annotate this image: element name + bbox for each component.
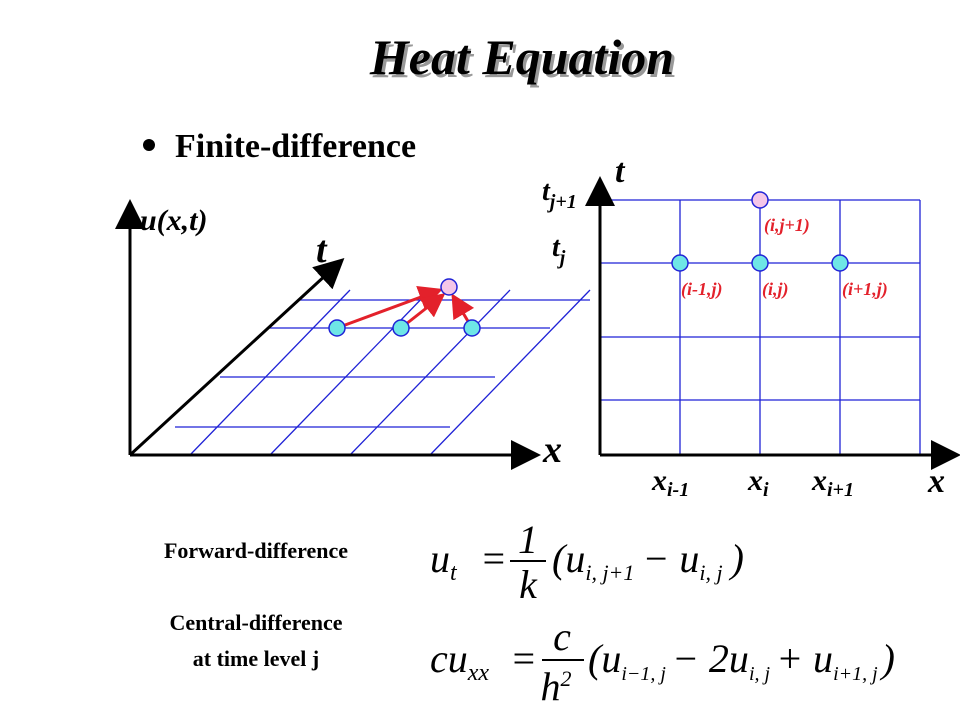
eq-terms: (ui−1, j − 2ui, j + ui+1, j) xyxy=(588,636,895,685)
text-part: x xyxy=(811,464,827,497)
text-part: cu xyxy=(430,636,468,681)
right-grid: t x tj+1 tj xi-1 xi xi+1 (i,j+1) (i-1,j)… xyxy=(542,153,960,501)
eq-num: c xyxy=(553,614,571,659)
text-part: i, j xyxy=(749,663,771,685)
node-label: (i,j) xyxy=(762,279,789,300)
text-part: i, j+1 xyxy=(585,560,634,585)
eq-terms: (ui, j+1 − ui, j) xyxy=(552,536,744,585)
eq-num: 1 xyxy=(518,517,538,562)
text-part: i-1 xyxy=(667,479,689,501)
text-part: 2 xyxy=(561,666,572,691)
text-part: − 2u xyxy=(672,636,749,681)
text-part: x xyxy=(651,464,667,497)
text-part: i+1 xyxy=(827,479,854,501)
x-label: x xyxy=(542,429,562,471)
eq-lhs: ut xyxy=(430,536,458,586)
text-part: + u xyxy=(776,636,833,681)
equations: Forward-difference Central-difference at… xyxy=(164,517,895,709)
eq-equals: = xyxy=(480,536,507,581)
t-tick: tj xyxy=(552,232,566,269)
title: Heat Equation xyxy=(369,29,674,85)
text-part: i−1, j xyxy=(621,663,666,685)
t-label: t xyxy=(316,229,328,271)
eq-label: Forward-difference xyxy=(164,538,348,563)
eq-den: k xyxy=(519,562,538,607)
bullet-dot xyxy=(143,139,155,151)
x-tick: xi xyxy=(747,464,769,501)
text-part: (u xyxy=(588,636,621,681)
eq-label: at time level j xyxy=(193,646,319,671)
text-part: i xyxy=(763,479,769,501)
text-part: ) xyxy=(729,536,744,581)
perspective-grid xyxy=(175,289,591,456)
text-part: i, j xyxy=(699,560,722,585)
text-part: t xyxy=(542,176,551,207)
eq-den: h2 xyxy=(541,664,572,709)
text-part: u xyxy=(430,536,450,581)
text-part: t xyxy=(450,560,458,586)
eq-label: Central-difference xyxy=(169,610,342,635)
node-label: (i-1,j) xyxy=(681,279,722,300)
x-tick: xi-1 xyxy=(651,464,689,501)
eq-equals: = xyxy=(510,636,537,681)
x-tick: xi+1 xyxy=(811,464,854,501)
text-part: (u xyxy=(552,536,585,581)
title-shadow: Heat Equation xyxy=(372,32,677,88)
x-label: x xyxy=(927,463,945,500)
left-diagram: u(x,t) t x xyxy=(115,199,591,471)
text-part: ) xyxy=(880,636,895,681)
bullet-text: Finite-difference xyxy=(175,128,416,165)
eq-lhs: cuxx xyxy=(430,636,489,686)
text-part: x xyxy=(747,464,763,497)
text-part: j+1 xyxy=(547,191,577,213)
text-part: i+1, j xyxy=(833,663,878,685)
text-part: h xyxy=(541,664,561,709)
t-label: t xyxy=(615,153,626,190)
t-tick: tj+1 xyxy=(542,176,577,213)
node-label: (i,j+1) xyxy=(764,215,810,236)
u-label: u(x,t) xyxy=(140,204,208,237)
text-part: t xyxy=(552,232,561,263)
node-label: (i+1,j) xyxy=(842,279,888,300)
text-part: xx xyxy=(467,660,490,686)
text-part: − u xyxy=(642,536,699,581)
text-part: j xyxy=(557,247,566,269)
